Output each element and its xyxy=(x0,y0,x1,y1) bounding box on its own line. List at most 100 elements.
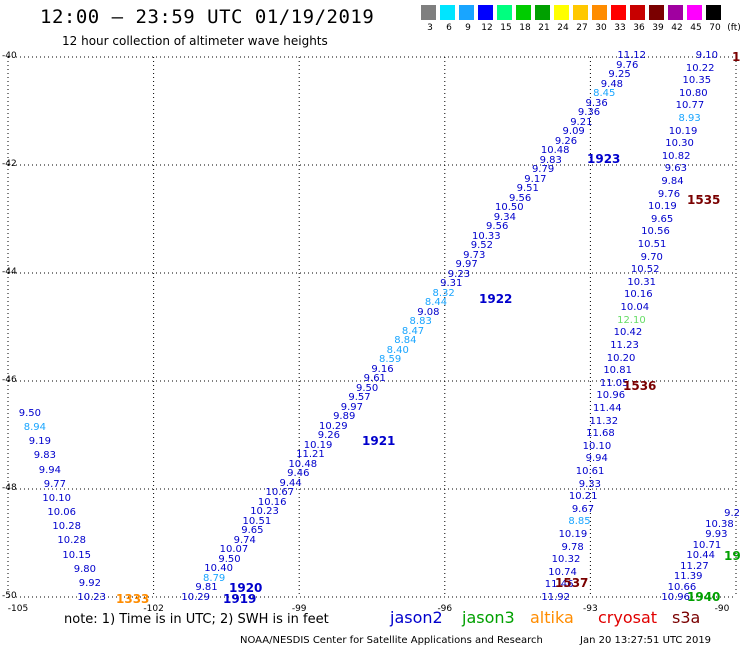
wave-value-jason2: 9.46 xyxy=(287,468,310,480)
altika-wave-value: 9.19 xyxy=(28,436,51,448)
legend-tick-label: 33 xyxy=(614,23,626,33)
wave-value-jason2: 9.73 xyxy=(463,249,486,261)
pass-time-label: 1535 xyxy=(687,193,721,207)
altika-wave-value: 10.23 xyxy=(77,592,106,603)
wave-value-jason2: 9.74 xyxy=(233,534,256,546)
legend-tick-label: 21 xyxy=(538,23,550,33)
wave-value-jason2: 10.23 xyxy=(250,506,279,518)
wave-value-jason2: 10.50 xyxy=(494,202,524,214)
wave-value-jason2: 10.29 xyxy=(181,592,210,603)
latitude-label: -44 xyxy=(2,267,17,277)
wave-value-jason2: 10.16 xyxy=(257,496,287,508)
legend-swatch xyxy=(554,5,569,20)
s3a-wave-value: 9.78 xyxy=(561,541,584,553)
s3a-wave-value: 10.77 xyxy=(675,100,705,112)
wave-value-jason2: 8.84 xyxy=(394,335,417,347)
altika-wave-value: 10.15 xyxy=(62,549,91,561)
legend-tick-label: 27 xyxy=(576,23,588,33)
wave-value-jason2: 9.26 xyxy=(317,430,341,442)
wave-value-jason2: 10.67 xyxy=(265,487,295,499)
pass-time-label: 1921 xyxy=(362,434,396,448)
wave-value-jason2: 8.79 xyxy=(203,572,226,584)
pass-time-label: 1923 xyxy=(587,152,621,166)
wave-value-jason2: 9.89 xyxy=(333,411,356,423)
s3a-wave-value: 10.30 xyxy=(665,138,694,150)
s3a-wave-value: 10.51 xyxy=(637,239,667,251)
pass-time-label: 1 xyxy=(732,50,740,64)
legend-swatch xyxy=(687,5,702,20)
wave-value-jason2: 10.48 xyxy=(288,458,318,470)
wave-value-jason2: 9.51 xyxy=(516,183,539,195)
wave-value-jason2: 8.44 xyxy=(424,297,448,309)
altika-wave-value: 10.28 xyxy=(52,521,81,533)
longitude-label: -96 xyxy=(437,604,453,614)
altika-wave-value: 8.94 xyxy=(23,422,46,434)
s3a-wave-value: 11.46 xyxy=(544,579,574,591)
legend-swatch xyxy=(459,5,474,20)
legend-swatch xyxy=(421,5,436,20)
legend-swatch xyxy=(497,5,512,20)
wave-value-jason2: 10.40 xyxy=(204,563,233,575)
s3a-wave-value: 12.10 xyxy=(617,314,646,326)
wave-value-jason2: 9.50 xyxy=(356,382,379,394)
legend-swatch xyxy=(649,5,664,20)
legend-tick-label: 70 xyxy=(709,23,721,33)
latitude-label: -48 xyxy=(2,483,17,493)
wave-value-jason2: 9.23 xyxy=(447,268,471,280)
s3a-wave-value: 9.33 xyxy=(578,478,601,490)
jason3-wave-value: 10.44 xyxy=(686,550,715,561)
wave-value-jason2: 9.36 xyxy=(577,107,601,119)
s3a-wave-value: 11.05 xyxy=(599,377,629,389)
wave-value-jason2: 11.21 xyxy=(296,449,325,461)
s3a-wave-value: 10.19 xyxy=(648,201,677,213)
wave-value-jason2: 9.17 xyxy=(524,173,547,185)
s3a-wave-value: 9.84 xyxy=(661,176,684,188)
s3a-wave-value: 10.61 xyxy=(575,465,605,477)
pass-time-label: 1940 xyxy=(687,590,721,604)
wave-value-jason2: 9.52 xyxy=(470,240,494,252)
pass-time-label: 19 xyxy=(724,549,740,563)
legend-swatch xyxy=(668,5,683,20)
satellite-legend-item: cryosat xyxy=(598,608,658,627)
satellite-legend-item: jason3 xyxy=(462,608,515,627)
s3a-wave-value: 8.93 xyxy=(678,113,701,125)
legend-tick-label: 42 xyxy=(671,23,683,33)
satellite-legend-item: altika xyxy=(530,608,574,627)
wave-value-jason2: 10.33 xyxy=(472,230,501,242)
altika-wave-value: 9.50 xyxy=(18,408,41,419)
wave-value-jason2: 10.51 xyxy=(242,515,272,527)
longitude-label: -90 xyxy=(714,604,730,614)
wave-value-jason2: 9.21 xyxy=(570,116,593,128)
legend-tick-label: 18 xyxy=(519,23,531,33)
wave-value-jason2: 9.61 xyxy=(363,373,386,385)
longitude-label: -105 xyxy=(7,604,29,614)
wave-value-jason2: 9.50 xyxy=(218,553,241,565)
s3a-wave-value: 9.94 xyxy=(585,453,608,465)
s3a-wave-value: 10.22 xyxy=(685,62,715,74)
pass-time-label: 1920 xyxy=(229,581,263,595)
lat-lon-grid xyxy=(7,56,737,598)
jason3-wave-value: 10.96 xyxy=(661,592,690,603)
s3a-wave-value: 10.04 xyxy=(620,302,650,314)
legend-swatch xyxy=(516,5,531,20)
s3a-wave-value: 10.52 xyxy=(630,264,660,276)
legend-tick-label: 6 xyxy=(446,23,452,33)
altika-wave-value: 9.92 xyxy=(78,577,101,589)
s3a-wave-value: 9.63 xyxy=(664,163,688,175)
wave-value-jason2: 10.48 xyxy=(540,145,570,157)
s3a-wave-value: 9.10 xyxy=(695,50,718,61)
wave-value-jason2: 8.47 xyxy=(401,325,425,337)
footer-credit: NOAA/NESDIS Center for Satellite Applica… xyxy=(240,635,543,646)
wave-value-jason2: 9.31 xyxy=(440,278,463,290)
s3a-wave-value: 10.81 xyxy=(603,365,632,377)
s3a-wave-value: 11.44 xyxy=(592,402,622,414)
wave-value-jason2: 8.59 xyxy=(378,354,402,366)
altika-wave-value: 9.94 xyxy=(38,464,61,476)
wave-value-jason2: 9.57 xyxy=(348,392,371,404)
wave-value-jason2: 10.19 xyxy=(303,439,333,451)
wave-value-jason2: 9.08 xyxy=(417,306,440,318)
s3a-wave-value: 10.21 xyxy=(568,491,598,503)
legend-tick-label: 3 xyxy=(427,23,433,33)
wave-value-jason2: 9.48 xyxy=(600,78,624,90)
